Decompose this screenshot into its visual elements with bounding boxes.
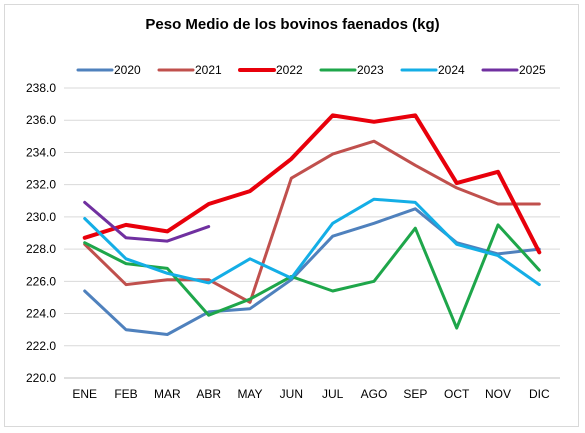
y-tick-label: 234.0 xyxy=(26,145,56,159)
x-tick-label: OCT xyxy=(444,387,470,401)
x-tick-label: JUL xyxy=(322,387,344,401)
x-tick-labels: ENE FEB MAR ABR MAY JUN JUL AGO SEP OCT NOV DIC xyxy=(72,387,550,401)
gridlines xyxy=(64,87,560,379)
y-tick-label: 232.0 xyxy=(26,178,56,192)
legend-label: 2021 xyxy=(195,63,222,77)
series-line-2025 xyxy=(83,200,211,243)
y-tick-label: 222.0 xyxy=(26,339,56,353)
y-tick-label: 238.0 xyxy=(26,81,56,95)
y-tick-label: 236.0 xyxy=(26,113,56,127)
x-tick-label: JUN xyxy=(280,387,303,401)
y-tick-label: 226.0 xyxy=(26,274,56,288)
series-line-2022 xyxy=(82,113,542,255)
legend-label: 2022 xyxy=(276,63,303,77)
legend-label: 2024 xyxy=(438,63,465,77)
series-line-2020 xyxy=(83,207,541,336)
x-tick-label: ENE xyxy=(72,387,97,401)
y-tick-label: 228.0 xyxy=(26,242,56,256)
chart-title: Peso Medio de los bovinos faenados (kg) xyxy=(145,16,440,33)
y-tick-label: 220.0 xyxy=(26,371,56,385)
series-line-2024 xyxy=(83,197,541,287)
x-tick-label: FEB xyxy=(114,387,137,401)
y-tick-labels: 220.0 222.0 224.0 226.0 228.0 230.0 232.0 234.0… xyxy=(26,81,56,385)
x-tick-label: DIC xyxy=(529,387,550,401)
legend-label: 2020 xyxy=(114,63,141,77)
x-tick-label: ABR xyxy=(196,387,221,401)
y-tick-label: 230.0 xyxy=(26,210,56,224)
x-tick-label: MAY xyxy=(237,387,262,401)
x-tick-label: MAR xyxy=(154,387,181,401)
legend: 2020 2021 2022 2023 2024 2025 xyxy=(76,63,546,77)
series-lines xyxy=(82,113,542,336)
x-tick-label: SEP xyxy=(403,387,427,401)
series-line-2021 xyxy=(83,139,541,304)
x-tick-label: AGO xyxy=(361,387,388,401)
legend-label: 2025 xyxy=(519,63,546,77)
series-line-2023 xyxy=(83,223,541,330)
y-tick-label: 224.0 xyxy=(26,307,56,321)
legend-label: 2023 xyxy=(357,63,384,77)
x-tick-label: NOV xyxy=(485,387,511,401)
